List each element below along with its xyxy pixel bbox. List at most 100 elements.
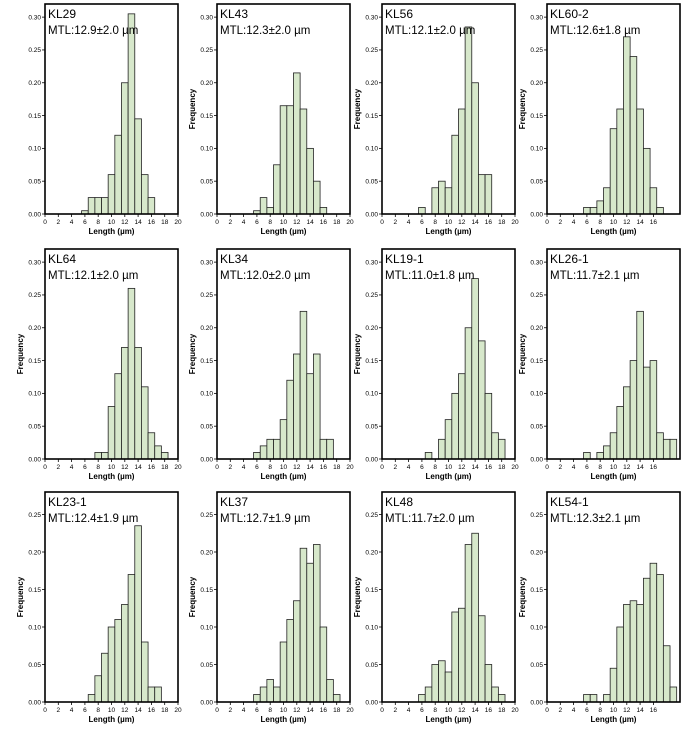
histogram-bar: [424, 686, 433, 703]
y-tick-label: 0.05: [200, 423, 213, 430]
mtl-annotation: MTL:12.3±2.0 µm: [220, 25, 310, 37]
x-tick-label: 8: [268, 707, 272, 714]
histogram-bar: [266, 679, 274, 703]
y-tick-label: 0.25: [200, 47, 213, 54]
histogram-bar: [636, 604, 644, 703]
histogram-bar: [299, 547, 308, 703]
y-tick-label: 0.10: [28, 146, 41, 153]
histogram-bar: [643, 577, 651, 703]
y-tick-label: 0.05: [530, 662, 543, 669]
x-axis-label: Length (µm): [426, 472, 472, 481]
histogram-bar: [451, 392, 459, 460]
x-tick-label: 2: [228, 219, 232, 226]
histogram-bar: [438, 438, 446, 460]
x-tick-label: 18: [333, 707, 341, 714]
sample-name: KL43: [220, 7, 248, 21]
histogram-panel: 0 2 4 6 8 10 12 14 16 18 20 0.00 0.05 0.10 0.15 0.20 0.2…: [188, 3, 354, 236]
histogram-bar: [491, 686, 499, 703]
y-tick-label: 0.15: [200, 113, 213, 120]
y-tick-label: 0.20: [530, 549, 543, 556]
histogram-bar: [464, 26, 473, 215]
histogram-bar: [313, 544, 321, 703]
x-tick-label: 20: [346, 707, 354, 714]
histogram-bar: [464, 327, 473, 460]
histogram-bar: [424, 452, 433, 460]
x-tick-label: 20: [511, 464, 519, 471]
histogram-bar: [313, 180, 321, 215]
x-tick-label: 12: [121, 219, 129, 226]
histogram-bar: [160, 452, 169, 460]
histogram-panel: 0 2 4 6 8 10 12 14 16 0.00 0.05 0.10 0.15 0.20 0.25 0.3…: [518, 248, 681, 481]
histogram-bar: [583, 694, 591, 703]
x-tick-label: 8: [433, 464, 437, 471]
y-tick-label: 0.25: [200, 292, 213, 299]
x-tick-label: 6: [83, 219, 87, 226]
x-tick-label: 16: [320, 464, 328, 471]
histogram-bar: [616, 406, 624, 460]
histogram-bar: [444, 187, 453, 215]
histogram-bar: [623, 386, 631, 460]
histogram-bar: [616, 108, 624, 215]
y-tick-label: 0.20: [365, 549, 378, 556]
x-tick-label: 14: [134, 464, 142, 471]
y-tick-label: 0.30: [365, 259, 378, 266]
y-tick-label: 0.10: [200, 146, 213, 153]
histogram-bar: [259, 197, 268, 215]
histogram-bar: [326, 679, 334, 703]
y-tick-label: 0.20: [28, 80, 41, 87]
histogram-bar: [107, 406, 116, 460]
y-tick-label: 0.30: [28, 259, 41, 266]
sample-name: KL48: [385, 495, 413, 509]
x-axis-label: Length (µm): [261, 472, 307, 481]
x-tick-label: 10: [280, 219, 288, 226]
y-tick-label: 0.10: [530, 391, 543, 398]
y-tick-label: 0.15: [28, 587, 41, 594]
x-tick-label: 16: [148, 219, 156, 226]
y-tick-label: 0.10: [530, 624, 543, 631]
histogram-bar: [326, 438, 334, 460]
y-tick-label: 0.05: [28, 178, 41, 185]
histogram-bar: [147, 432, 156, 460]
histogram-bar: [656, 574, 664, 703]
x-tick-label: 4: [572, 707, 576, 714]
y-tick-label: 0.15: [200, 587, 213, 594]
mtl-annotation: MTL:11.0±1.8 µm: [385, 270, 474, 282]
x-tick-label: 16: [650, 707, 658, 714]
y-axis-label: Frequency: [188, 88, 197, 129]
histogram-bar: [279, 105, 288, 215]
y-tick-label: 0.15: [28, 358, 41, 365]
x-tick-label: 16: [148, 707, 156, 714]
sample-name: KL23-1: [48, 495, 87, 509]
histogram-bar: [127, 13, 136, 215]
y-tick-label: 0.25: [28, 292, 41, 299]
x-tick-label: 8: [96, 707, 100, 714]
x-tick-label: 14: [636, 707, 644, 714]
x-tick-label: 4: [572, 464, 576, 471]
x-tick-label: 4: [242, 219, 246, 226]
histogram-bar: [484, 392, 493, 460]
y-axis-label: Frequency: [353, 88, 362, 129]
x-tick-label: 4: [572, 219, 576, 226]
histogram-bar: [471, 278, 479, 460]
x-tick-label: 6: [255, 707, 259, 714]
y-tick-label: 0.20: [200, 549, 213, 556]
histogram-bar: [669, 438, 678, 460]
mtl-annotation: MTL:12.3±2.1 µm: [550, 513, 640, 525]
y-tick-label: 0.00: [28, 699, 41, 706]
histogram-bar: [478, 340, 486, 460]
x-tick-label: 18: [333, 219, 341, 226]
histogram-bar: [279, 419, 288, 460]
x-tick-label: 20: [346, 219, 354, 226]
y-axis-label: Frequency: [518, 333, 527, 374]
x-tick-label: 2: [56, 219, 60, 226]
x-tick-label: 14: [636, 219, 644, 226]
x-tick-label: 12: [293, 707, 301, 714]
y-tick-label: 0.30: [28, 14, 41, 21]
histogram-bar: [121, 604, 129, 703]
x-axis-label: Length (µm): [591, 715, 637, 724]
histogram-bar: [299, 108, 308, 215]
y-tick-label: 0.10: [365, 391, 378, 398]
histogram-bar: [497, 694, 506, 703]
x-tick-label: 8: [598, 219, 602, 226]
